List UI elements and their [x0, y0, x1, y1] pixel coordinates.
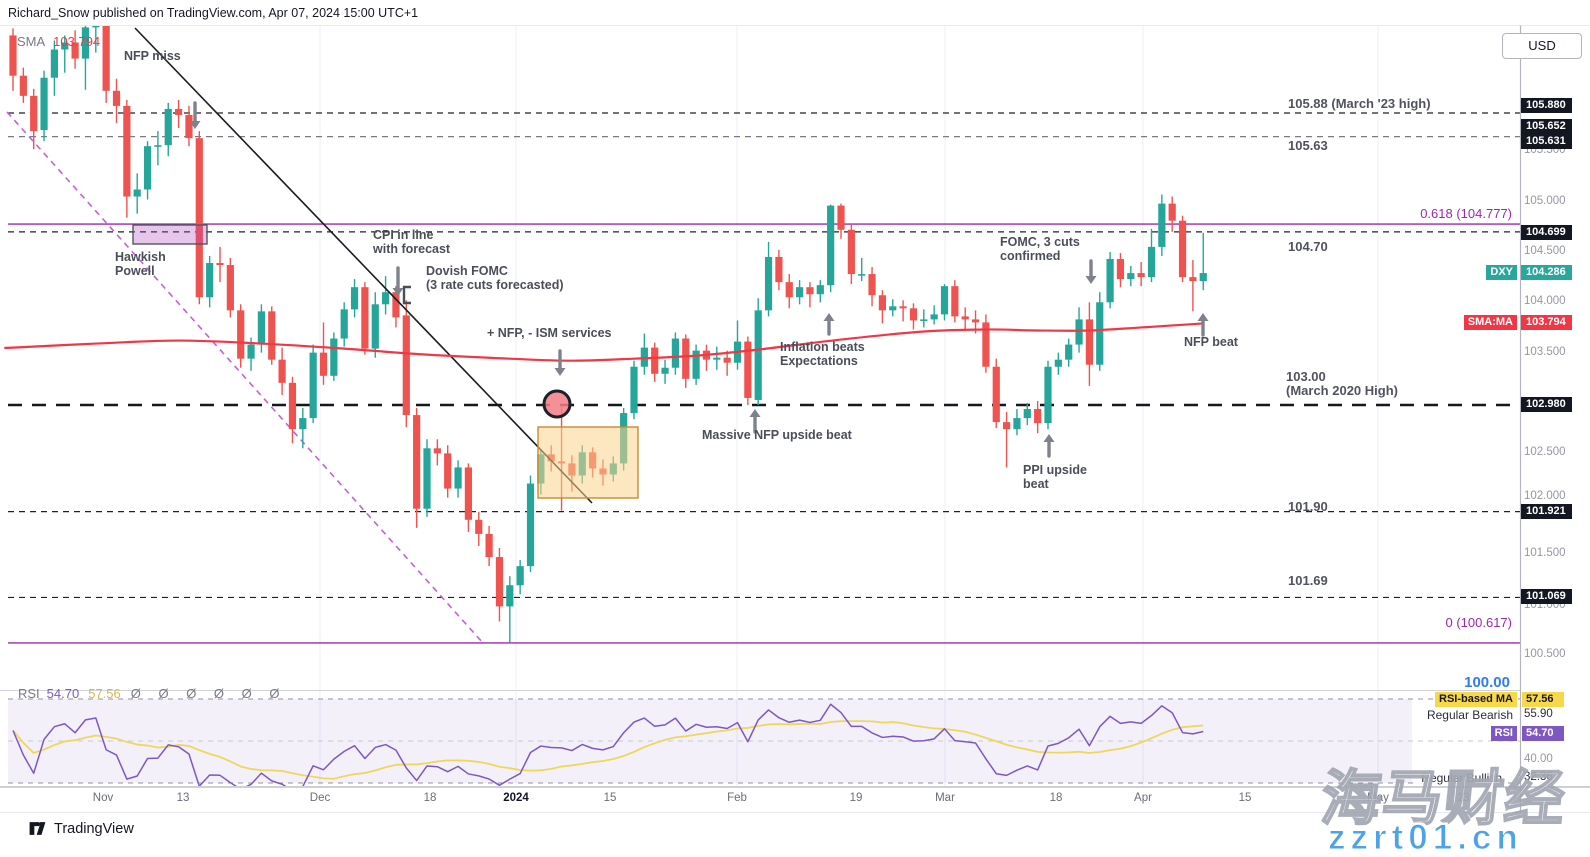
rsi-legend: RSI 54.70 57.56 Ø Ø Ø Ø Ø Ø — [18, 686, 287, 701]
tradingview-wordmark: TradingView — [54, 820, 134, 837]
sma-legend-value: 103.794 — [53, 34, 101, 49]
publication-title: Richard_Snow published on TradingView.co… — [8, 6, 419, 20]
rsi-legend-label: RSI — [18, 686, 40, 701]
rsi-empty-params: Ø Ø Ø Ø Ø Ø — [130, 686, 287, 701]
watermark-url: zzrt01.cn — [1328, 818, 1523, 857]
rsi-legend-value: 54.70 — [46, 686, 80, 701]
sma-legend-label: SMA — [17, 34, 46, 49]
bracket-marker — [402, 285, 411, 305]
currency-selector-button[interactable]: USD — [1502, 33, 1582, 59]
tradingview-logo-icon — [29, 822, 46, 835]
tradingview-logo[interactable]: TradingView — [28, 819, 134, 838]
sma-legend: SMA 103.794 — [17, 34, 100, 49]
rsi-ma-legend-value: 57.56 — [88, 686, 121, 701]
